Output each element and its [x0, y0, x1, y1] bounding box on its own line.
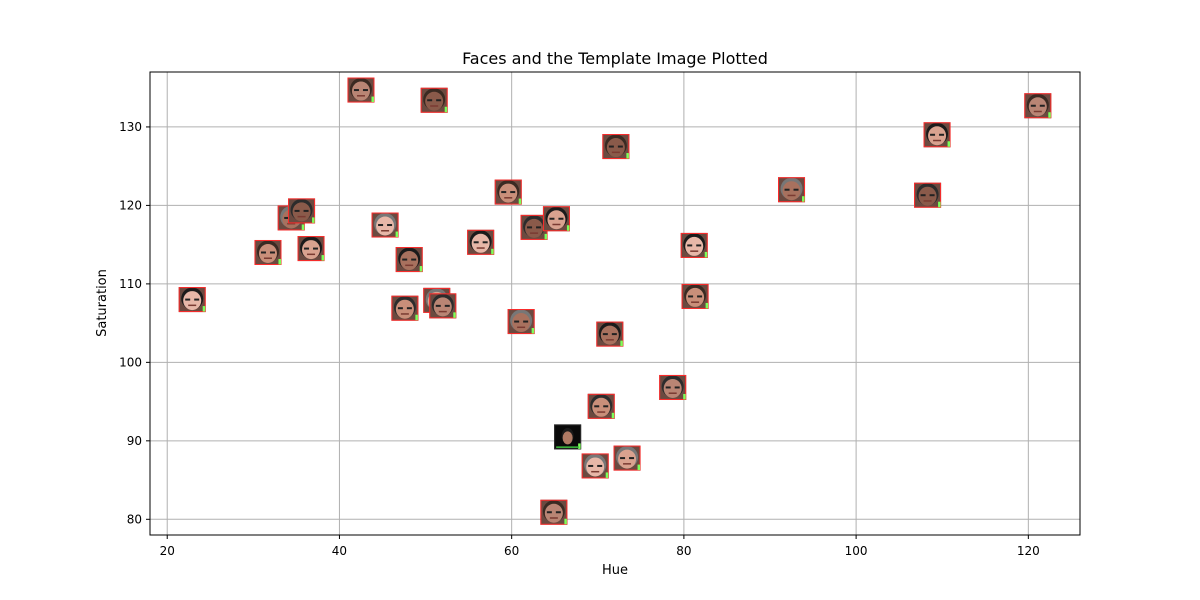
face-point	[420, 87, 448, 113]
x-tick-label: 100	[845, 544, 868, 558]
y-tick-label: 120	[119, 198, 142, 212]
face-point	[467, 229, 495, 255]
face-point	[581, 453, 609, 479]
x-tick-label: 20	[160, 544, 175, 558]
face-point	[178, 287, 206, 313]
x-tick-label: 120	[1017, 544, 1040, 558]
y-tick-label: 90	[127, 434, 142, 448]
y-tick-label: 130	[119, 120, 142, 134]
data-points	[178, 77, 1052, 525]
face-point	[778, 177, 806, 203]
plot-area-frame	[149, 71, 1081, 536]
face-point	[429, 293, 457, 319]
face-point	[681, 283, 709, 309]
face-point	[391, 295, 419, 321]
face-point	[602, 134, 630, 160]
face-point	[507, 309, 535, 335]
x-axis-label: Hue	[602, 563, 628, 578]
face-point	[659, 374, 687, 400]
face-point	[1024, 93, 1052, 119]
y-tick-label: 100	[119, 355, 142, 369]
face-point	[542, 206, 570, 232]
face-point	[914, 182, 942, 208]
face-point	[347, 77, 375, 103]
x-tick-label: 80	[676, 544, 691, 558]
x-tick-label: 60	[504, 544, 519, 558]
face-point	[923, 122, 951, 148]
face-point	[613, 445, 641, 471]
face-point	[254, 239, 282, 265]
y-axis-label: Saturation	[95, 269, 110, 337]
face-point	[288, 198, 316, 224]
y-tick-label: 80	[127, 512, 142, 526]
x-tick-label: 40	[332, 544, 347, 558]
face-point	[680, 232, 708, 258]
y-tick-label: 110	[119, 277, 142, 291]
chart-title: Faces and the Template Image Plotted	[462, 49, 768, 68]
axis-ticks: 20 40 60 80 100 120 80 90 100 110 120 130	[119, 120, 1040, 558]
face-point	[587, 393, 615, 419]
face-point	[395, 247, 423, 273]
face-point	[596, 321, 624, 347]
face-point	[540, 499, 568, 525]
face-point	[297, 236, 325, 262]
face-point	[494, 179, 522, 205]
face-point	[371, 212, 399, 238]
template-image-point	[554, 424, 582, 450]
